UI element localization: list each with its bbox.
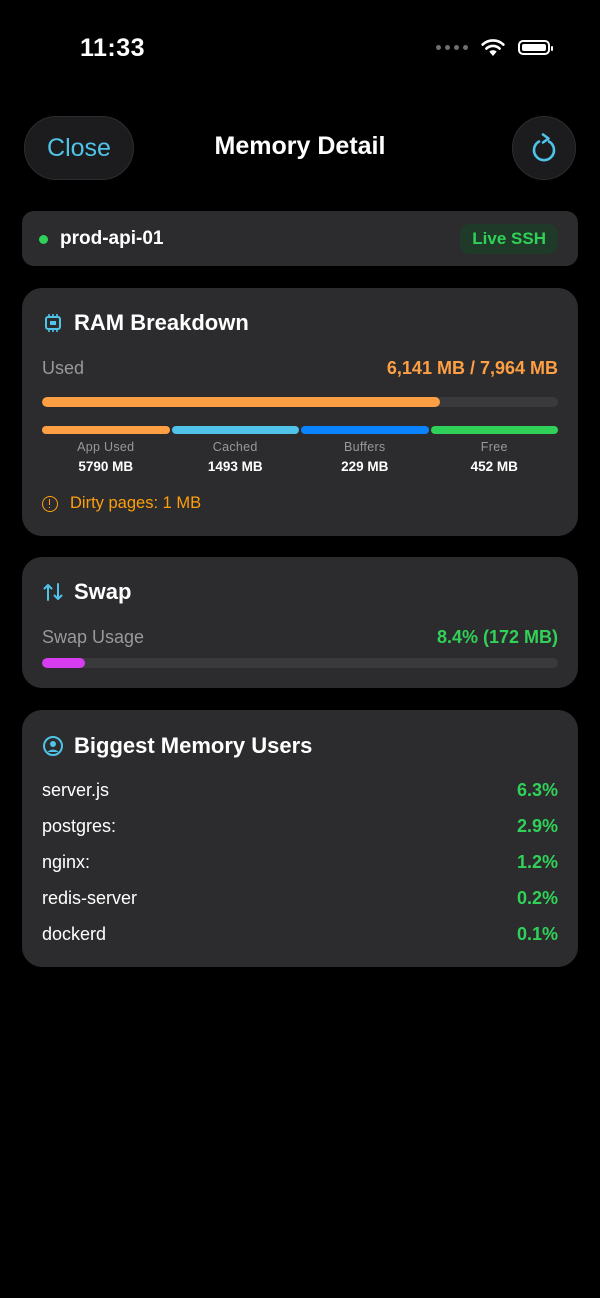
memory-chip-icon bbox=[45, 314, 61, 332]
swap-arrows-icon bbox=[43, 583, 63, 601]
ram-card-title: RAM Breakdown bbox=[74, 310, 249, 335]
process-percent: 6.3% bbox=[516, 780, 558, 800]
warning-icon bbox=[42, 495, 58, 512]
wifi-icon bbox=[481, 39, 505, 56]
ram-segments: App Used 5790 MB Cached 1493 MB Buffers … bbox=[42, 426, 558, 474]
segment-value: 452 MB bbox=[470, 459, 518, 474]
user-circle-icon bbox=[43, 736, 63, 756]
process-percent: 2.9% bbox=[516, 816, 558, 836]
swap-card-title: Swap bbox=[74, 579, 132, 604]
segment-bar bbox=[301, 426, 429, 434]
used-label: Used bbox=[42, 358, 85, 378]
swap-card-header: Swap bbox=[42, 579, 131, 605]
process-name: redis-server bbox=[42, 888, 138, 908]
refresh-button[interactable] bbox=[512, 116, 576, 180]
process-name: postgres: bbox=[42, 816, 117, 836]
nav-bar: Close Memory Detail bbox=[0, 114, 600, 182]
dirty-pages-text: Dirty pages: 1 MB bbox=[70, 494, 202, 512]
process-percent: 0.2% bbox=[516, 888, 558, 908]
ram-usage-bar bbox=[42, 397, 558, 407]
list-item: redis-server 0.2% bbox=[42, 888, 558, 912]
status-icons bbox=[436, 38, 553, 57]
process-name: server.js bbox=[42, 780, 110, 800]
segment-cached: Cached 1493 MB bbox=[171, 426, 299, 474]
process-name: dockerd bbox=[42, 924, 107, 944]
battery-icon bbox=[518, 40, 553, 55]
ram-usage-fill bbox=[42, 397, 440, 407]
status-bar: 11:33 bbox=[0, 0, 600, 95]
segment-free: Free 452 MB bbox=[430, 426, 558, 474]
segment-value: 5790 MB bbox=[78, 459, 134, 474]
list-item: server.js 6.3% bbox=[42, 780, 558, 804]
list-item: postgres: 2.9% bbox=[42, 816, 558, 840]
host-name: prod-api-01 bbox=[60, 228, 164, 249]
segment-bar bbox=[42, 426, 170, 434]
segment-label: App Used bbox=[77, 440, 135, 454]
connection-status-dot bbox=[39, 235, 48, 244]
swap-usage-fill bbox=[42, 658, 86, 668]
refresh-icon bbox=[532, 133, 556, 162]
process-percent: 1.2% bbox=[516, 852, 558, 872]
swap-usage-bar bbox=[42, 658, 558, 668]
segment-bar bbox=[430, 426, 558, 434]
users-card-header: Biggest Memory Users bbox=[42, 733, 312, 759]
swap-usage-label: Swap Usage bbox=[42, 627, 145, 647]
segment-buffers: Buffers 229 MB bbox=[301, 426, 429, 474]
segment-value: 1493 MB bbox=[207, 459, 263, 474]
host-card: prod-api-01 Live SSH bbox=[22, 211, 578, 266]
list-item: dockerd 0.1% bbox=[42, 924, 558, 948]
segment-bar bbox=[171, 426, 299, 434]
process-name: nginx: bbox=[42, 852, 91, 872]
close-button[interactable]: Close bbox=[24, 116, 134, 180]
segment-label: Free bbox=[480, 440, 508, 454]
status-time: 11:33 bbox=[80, 34, 146, 62]
dirty-pages-note: Dirty pages: 1 MB bbox=[42, 494, 201, 513]
users-card-title: Biggest Memory Users bbox=[74, 733, 313, 758]
list-item: nginx: 1.2% bbox=[42, 852, 558, 876]
ram-card-header: RAM Breakdown bbox=[42, 310, 249, 336]
process-percent: 0.1% bbox=[516, 924, 558, 944]
live-ssh-badge: Live SSH bbox=[460, 224, 558, 254]
used-value: 6,141 MB / 7,964 MB bbox=[386, 358, 558, 378]
swap-card: Swap Swap Usage 8.4% (172 MB) bbox=[22, 557, 578, 688]
segment-label: Cached bbox=[212, 440, 258, 454]
segment-app-used: App Used 5790 MB bbox=[42, 426, 170, 474]
ram-breakdown-card: RAM Breakdown Used 6,141 MB / 7,964 MB A… bbox=[22, 288, 578, 536]
memory-users-card: Biggest Memory Users server.js 6.3% post… bbox=[22, 710, 578, 967]
cellular-signal-icon bbox=[436, 45, 468, 50]
segment-value: 229 MB bbox=[341, 459, 389, 474]
swap-usage-value: 8.4% (172 MB) bbox=[436, 627, 558, 647]
segment-label: Buffers bbox=[344, 440, 386, 454]
